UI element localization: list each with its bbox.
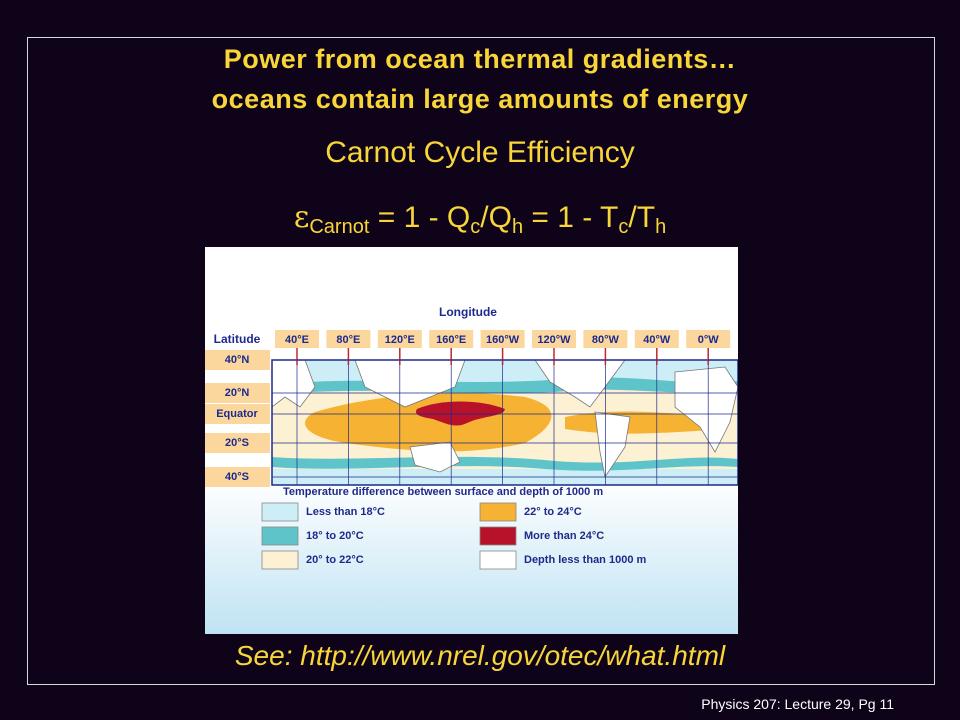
- formula-part: ε: [293, 200, 310, 235]
- latitude-label: 40°S: [225, 471, 249, 483]
- legend-swatch: [479, 526, 517, 546]
- longitude-label: 0°W: [698, 334, 720, 346]
- legend-label: 22° to 24°C: [524, 506, 582, 518]
- formula-part: h: [655, 216, 667, 238]
- longitude-label: 160°W: [486, 334, 520, 346]
- longitude-box: [583, 330, 628, 348]
- longitude-label: 40°E: [285, 334, 309, 346]
- formula-part: c: [618, 216, 629, 238]
- longitude-box: [480, 330, 525, 348]
- longitude-label: 120°W: [537, 334, 571, 346]
- latitude-label: 20°S: [225, 437, 249, 449]
- longitude-title: Longitude: [439, 305, 497, 319]
- legend-swatch: [479, 502, 517, 522]
- title-line: Power from ocean thermal gradients…: [223, 44, 737, 74]
- legend-label: Depth less than 1000 m: [524, 554, 646, 566]
- slide-frame: [27, 37, 935, 685]
- slide-footer: Physics 207: Lecture 29, Pg 11: [701, 696, 894, 712]
- formula: εCarnot = 1 - Qc/Qh = 1 - Tc/Th: [0, 200, 960, 239]
- legend-swatch: [261, 502, 299, 522]
- formula-part: c: [470, 216, 481, 238]
- legend-label: 20° to 22°C: [306, 554, 364, 566]
- legend-swatch: [261, 550, 299, 570]
- legend-label: More than 24°C: [524, 530, 604, 542]
- latitude-title: Latitude: [214, 332, 261, 346]
- longitude-box: [275, 330, 319, 348]
- formula-part: /T: [628, 201, 656, 234]
- title-line: oceans contain large amounts of energy: [211, 84, 749, 114]
- longitude-box: [634, 330, 679, 348]
- longitude-label: 40°W: [643, 334, 671, 346]
- longitude-box: [686, 330, 731, 348]
- legend-label: Less than 18°C: [306, 506, 385, 518]
- legend-swatch: [479, 550, 517, 570]
- latitude-box: [205, 350, 270, 370]
- reference-link: See: http://www.nrel.gov/otec/what.html: [234, 640, 726, 671]
- latitude-box: [205, 467, 270, 487]
- longitude-label: 80°E: [336, 334, 360, 346]
- latitude-label: 20°N: [225, 387, 250, 399]
- subtitle: Carnot Cycle Efficiency: [325, 136, 635, 169]
- longitude-box: [429, 330, 474, 348]
- formula-part: /Q: [480, 201, 512, 234]
- formula-part: = 1 - T: [523, 201, 619, 234]
- latitude-box: [205, 404, 270, 424]
- latitude-label: 40°N: [225, 354, 250, 366]
- formula-part: = 1 - Q: [369, 201, 471, 234]
- map-grid: [272, 348, 738, 485]
- longitude-label: 120°E: [385, 334, 415, 346]
- legend-title: Temperature difference between surface a…: [283, 486, 603, 498]
- formula-part: h: [511, 216, 524, 238]
- longitude-box: [377, 330, 422, 348]
- longitude-box: [532, 330, 576, 348]
- longitude-label: 160°E: [436, 334, 466, 346]
- otec-map: Longitude Latitude Temperature differenc…: [205, 247, 738, 634]
- longitude-box: [326, 330, 371, 348]
- formula-part: Carnot: [309, 216, 370, 238]
- legend-label: 18° to 20°C: [306, 530, 364, 542]
- legend-swatch: [261, 526, 299, 546]
- longitude-label: 80°W: [592, 334, 620, 346]
- latitude-box: [205, 383, 270, 403]
- map-area: [271, 359, 738, 486]
- latitude-label: Equator: [216, 408, 258, 420]
- latitude-box: [205, 433, 270, 453]
